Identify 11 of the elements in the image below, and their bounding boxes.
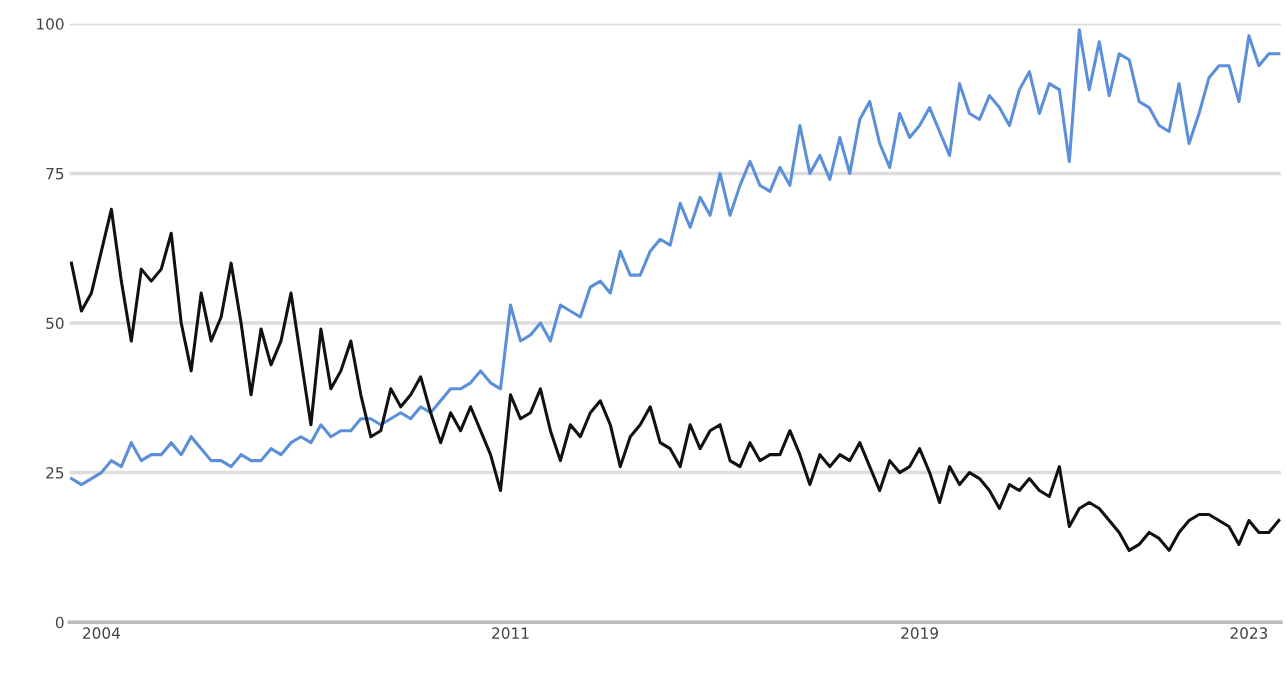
y-tick-label: 75 <box>46 168 64 180</box>
line-series <box>69 28 1281 487</box>
x-tick-label: 2023 <box>1230 627 1268 639</box>
x-tick-label: 2004 <box>83 627 120 639</box>
y-tick-label: 0 <box>55 616 64 629</box>
y-tick-label: 25 <box>46 467 64 479</box>
y-tick-label: 100 <box>37 18 64 30</box>
line-series <box>69 207 1281 552</box>
y-tick-label: 50 <box>46 317 64 330</box>
x-tick-label: 2019 <box>901 627 938 639</box>
x-tick-label: 2011 <box>492 627 529 639</box>
